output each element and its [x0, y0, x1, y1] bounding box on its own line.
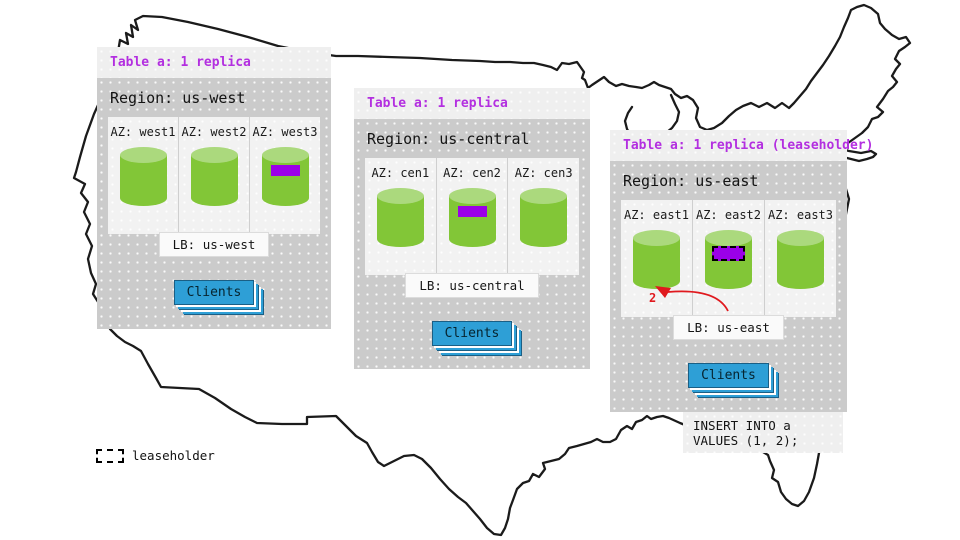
replica-node-cylinder	[190, 147, 238, 206]
region-title: Region: us-east	[623, 172, 759, 190]
az-label: AZ: west2	[181, 125, 247, 139]
region-panel-us-west: Table a: 1 replica Region: us-west AZ: w…	[97, 47, 331, 329]
az-container: AZ: west1 AZ: west2 AZ: west3	[108, 117, 320, 234]
replica-node-cylinder	[705, 230, 752, 289]
replica-node-cylinder	[633, 230, 680, 289]
legend: leaseholder	[96, 448, 215, 463]
load-balancer-box: LB: us-east	[673, 315, 784, 340]
load-balancer-box: LB: us-west	[158, 232, 270, 257]
clients-button: Clients	[688, 363, 769, 388]
az-zone: AZ: east2	[693, 200, 765, 317]
replica-node-cylinder	[261, 147, 309, 206]
table-replica-header: Table a: 1 replica (leaseholder)	[610, 130, 873, 161]
replica-node-cylinder	[448, 188, 496, 247]
sql-line: INSERT INTO a	[693, 418, 791, 433]
az-zone: AZ: west2	[179, 117, 250, 234]
region-panel-us-east: Table a: 1 replica (leaseholder) Region:…	[610, 130, 873, 412]
az-label: AZ: west3	[252, 125, 318, 139]
region-body: Region: us-east AZ: east1 AZ: east2 AZ: …	[610, 161, 847, 412]
clients-button: Clients	[431, 321, 513, 346]
az-label: AZ: east2	[695, 208, 762, 222]
clients-stack: Clients	[621, 363, 836, 388]
range-marker	[270, 165, 300, 176]
sql-statement-box: INSERT INTO a VALUES (1, 2);	[683, 412, 843, 453]
az-container: AZ: cen1 AZ: cen2 AZ: cen3	[365, 158, 579, 275]
replica-node-cylinder	[376, 188, 424, 247]
az-label: AZ: west1	[110, 125, 176, 139]
az-label: AZ: east1	[623, 208, 690, 222]
az-label: AZ: cen2	[443, 166, 501, 180]
clients-stack: Clients	[108, 280, 320, 305]
range-marker	[712, 246, 745, 261]
az-zone: AZ: west1	[108, 117, 179, 234]
load-balancer-box: LB: us-central	[405, 273, 539, 298]
sql-line: VALUES (1, 2);	[693, 433, 799, 448]
replica-node-cylinder	[777, 230, 824, 289]
leaseholder-swatch-icon	[96, 448, 124, 463]
az-zone: AZ: east1	[621, 200, 693, 317]
region-body: Region: us-central AZ: cen1 AZ: cen2 AZ:…	[354, 119, 590, 369]
clients-stack: Clients	[365, 321, 579, 346]
region-panel-us-central: Table a: 1 replica Region: us-central AZ…	[354, 88, 590, 369]
region-body: Region: us-west AZ: west1 AZ: west2 AZ: …	[97, 78, 331, 329]
range-marker	[457, 206, 487, 217]
az-zone: AZ: east3	[765, 200, 836, 317]
az-zone: AZ: cen2	[437, 158, 509, 275]
table-replica-header: Table a: 1 replica	[354, 88, 590, 119]
region-title: Region: us-central	[367, 130, 530, 148]
az-label: AZ: cen1	[371, 166, 430, 180]
table-replica-header: Table a: 1 replica	[97, 47, 331, 78]
az-zone: AZ: cen1	[365, 158, 437, 275]
table-replica-label: Table a: 1 replica	[367, 96, 508, 111]
region-title: Region: us-west	[110, 89, 246, 107]
replica-node-cylinder	[520, 188, 568, 247]
table-replica-label: Table a: 1 replica (leaseholder)	[623, 138, 874, 153]
az-label: AZ: cen3	[514, 166, 573, 180]
legend-label: leaseholder	[132, 448, 215, 463]
replica-node-cylinder	[119, 147, 167, 206]
az-zone: AZ: cen3	[508, 158, 579, 275]
az-zone: AZ: west3	[250, 117, 320, 234]
az-label: AZ: east3	[767, 208, 834, 222]
clients-button: Clients	[173, 280, 255, 305]
az-container: AZ: east1 AZ: east2 AZ: east3	[621, 200, 836, 317]
table-replica-label: Table a: 1 replica	[110, 55, 251, 70]
